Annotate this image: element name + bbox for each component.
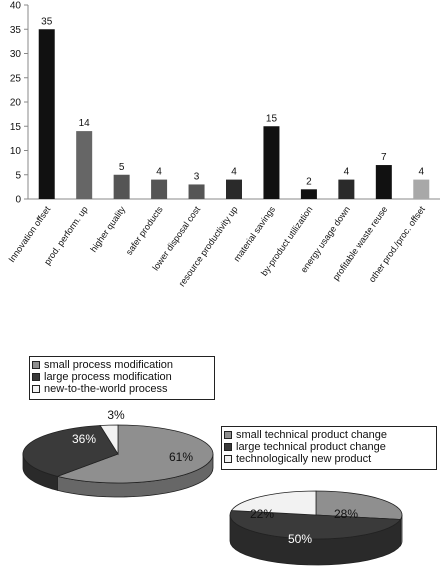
data-label: 4 (231, 167, 237, 178)
pie-chart-product: 28% 50% 22% (229, 490, 403, 566)
legend-item: small process modification (30, 359, 214, 371)
y-tick-label: 20 (10, 98, 22, 109)
pie-slice-label: 22% (250, 507, 274, 521)
pie-slice-label: 28% (334, 507, 358, 521)
pie-slice-label: 36% (72, 432, 96, 446)
data-label: 4 (344, 167, 350, 178)
legend-swatch (32, 385, 40, 393)
legend-item: new-to-the-world process (30, 383, 214, 395)
y-tick-label: 35 (10, 25, 22, 36)
bar (226, 179, 242, 199)
pie-slice-label: 50% (288, 532, 312, 546)
legend-item: small technical product change (222, 429, 436, 441)
legend-label: small technical product change (236, 429, 388, 441)
data-label: 3 (194, 171, 200, 182)
data-label: 4 (156, 167, 162, 178)
legend-label: large process modification (44, 371, 172, 383)
legend-label: technologically new product (236, 453, 372, 465)
y-tick-label: 0 (15, 195, 21, 206)
bar (151, 179, 168, 199)
pie-slice (315, 490, 403, 520)
legend-swatch (32, 361, 40, 369)
x-tick-label: safer products (124, 204, 165, 257)
bar (375, 165, 392, 199)
data-label: 5 (119, 162, 125, 173)
bar (38, 29, 55, 199)
data-label: 2 (306, 176, 312, 187)
y-tick-label: 5 (15, 170, 21, 181)
bar (76, 131, 93, 199)
legend-item: large technical product change (222, 441, 436, 453)
data-label: 14 (79, 118, 91, 129)
legend-process: small process modification large process… (29, 356, 215, 400)
pie-slice (230, 490, 317, 516)
data-label: 4 (418, 167, 424, 178)
y-tick-label: 30 (10, 49, 22, 60)
bar (338, 179, 355, 199)
legend-swatch (32, 373, 40, 381)
y-tick-label: 25 (10, 73, 22, 84)
data-label: 35 (41, 16, 53, 27)
bar (188, 184, 205, 199)
bar (300, 189, 317, 199)
data-label: 7 (381, 152, 387, 163)
pie-slice (56, 424, 214, 484)
pie-slice-label: 61% (169, 450, 193, 464)
legend-label: new-to-the-world process (44, 383, 168, 395)
bar (113, 174, 130, 199)
data-label: 15 (266, 113, 278, 124)
legend-swatch (224, 455, 232, 463)
legend-label: large technical product change (236, 441, 386, 453)
y-tick-label: 10 (10, 146, 22, 157)
legend-item: large process modification (30, 371, 214, 383)
x-tick-label: higher quality (88, 204, 127, 254)
legend-item: technologically new product (222, 453, 436, 465)
legend-label: small process modification (44, 359, 173, 371)
legend-product: small technical product change large tec… (221, 426, 437, 470)
y-tick-label: 40 (10, 1, 22, 12)
y-tick-label: 15 (10, 122, 22, 133)
pie-slice (99, 424, 119, 456)
bar (413, 179, 430, 199)
legend-swatch (224, 443, 232, 451)
legend-swatch (224, 431, 232, 439)
bar (263, 126, 280, 199)
pie-slice (22, 425, 119, 477)
pie-slice (229, 510, 402, 540)
pie-chart-process: 61% 36% 3% (22, 408, 214, 498)
pie-slice-label: 3% (107, 408, 125, 422)
